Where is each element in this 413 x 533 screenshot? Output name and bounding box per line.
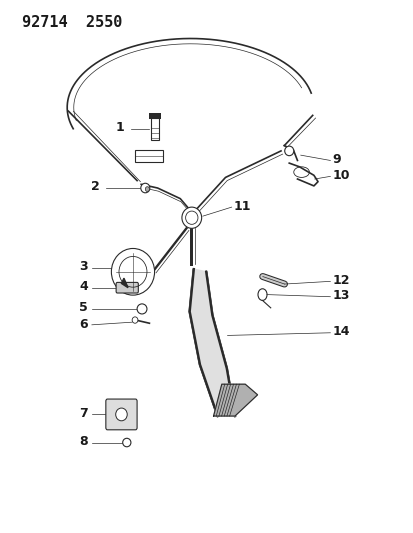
Text: 4: 4 — [79, 280, 88, 293]
FancyBboxPatch shape — [106, 399, 137, 430]
FancyBboxPatch shape — [116, 282, 138, 293]
Bar — [135, 150, 163, 161]
Polygon shape — [213, 384, 257, 416]
Ellipse shape — [137, 304, 147, 314]
Text: 13: 13 — [332, 289, 349, 302]
Text: 10: 10 — [332, 169, 349, 182]
Bar — [149, 114, 161, 119]
Ellipse shape — [111, 248, 154, 295]
Text: 7: 7 — [79, 407, 88, 420]
Ellipse shape — [132, 317, 138, 323]
Text: 3: 3 — [79, 260, 88, 273]
Ellipse shape — [145, 187, 149, 191]
Ellipse shape — [181, 207, 201, 228]
Ellipse shape — [115, 408, 127, 421]
Ellipse shape — [284, 146, 293, 156]
Text: 14: 14 — [332, 325, 349, 338]
Text: 9: 9 — [332, 153, 340, 166]
Ellipse shape — [122, 438, 131, 447]
Text: 6: 6 — [79, 318, 88, 332]
Text: 92714  2550: 92714 2550 — [22, 14, 122, 30]
Text: 12: 12 — [332, 274, 349, 287]
Ellipse shape — [140, 183, 150, 193]
Text: 1: 1 — [116, 121, 124, 134]
Text: 11: 11 — [233, 199, 251, 213]
Bar — [151, 118, 159, 140]
Text: 5: 5 — [79, 301, 88, 314]
Polygon shape — [189, 269, 235, 416]
Text: 8: 8 — [79, 435, 88, 448]
Text: 2: 2 — [91, 181, 100, 193]
Polygon shape — [121, 278, 128, 288]
